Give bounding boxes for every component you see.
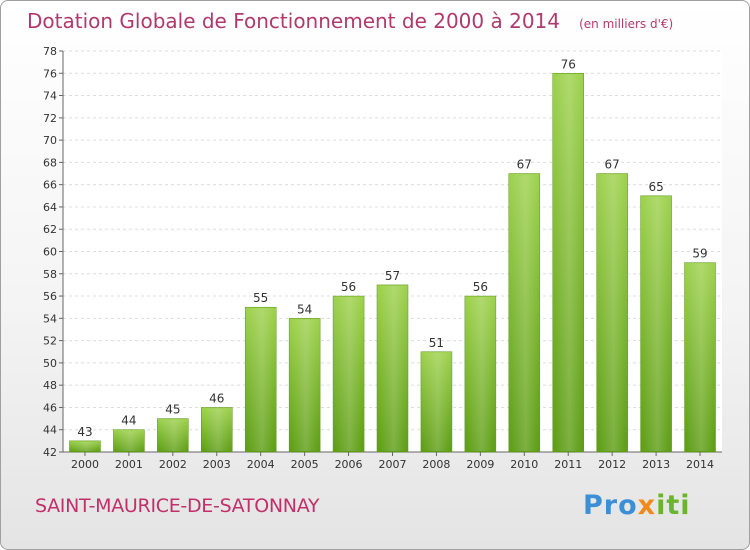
- data-label-2005: 54: [297, 302, 312, 316]
- y-tick-label: 42: [43, 446, 57, 459]
- data-label-2011: 76: [561, 57, 576, 71]
- chart-subtitle: (en milliers d'€): [579, 17, 674, 31]
- bar-highlight: [510, 174, 538, 451]
- x-tick-label-2008: 2008: [422, 458, 450, 471]
- x-tick-label-2009: 2009: [466, 458, 494, 471]
- data-label-2009: 56: [473, 280, 488, 294]
- logo-part-3: iti: [656, 490, 691, 521]
- y-tick-label: 76: [43, 67, 57, 80]
- chart-title: Dotation Globale de Fonctionnement de 20…: [27, 9, 560, 33]
- y-tick-label: 44: [43, 424, 57, 437]
- data-label-2004: 55: [253, 291, 268, 305]
- bar-highlight: [598, 174, 626, 451]
- y-tick-label: 72: [43, 112, 57, 125]
- data-label-2001: 44: [121, 414, 136, 428]
- y-tick-label: 68: [43, 156, 57, 169]
- bar-highlight: [422, 352, 450, 451]
- data-label-2003: 46: [209, 391, 224, 405]
- bar-highlight: [115, 430, 143, 451]
- x-tick-label-2006: 2006: [335, 458, 363, 471]
- data-label-2014: 59: [692, 247, 707, 261]
- data-label-2008: 51: [429, 336, 444, 350]
- x-tick-label-2013: 2013: [642, 458, 670, 471]
- x-tick-label-2002: 2002: [159, 458, 187, 471]
- x-tick-label-2014: 2014: [686, 458, 714, 471]
- bar-highlight: [686, 263, 714, 451]
- y-tick-label: 46: [43, 401, 57, 414]
- y-tick-label: 56: [43, 290, 57, 303]
- bar-highlight: [247, 308, 275, 451]
- data-label-2007: 57: [385, 269, 400, 283]
- y-tick-label: 64: [43, 201, 57, 214]
- logo-part-1: Pro: [583, 490, 638, 521]
- bar-highlight: [335, 297, 363, 451]
- x-tick-label-2000: 2000: [71, 458, 99, 471]
- logo-part-2: x: [637, 490, 657, 521]
- y-tick-label: 50: [43, 357, 57, 370]
- x-tick-label-2003: 2003: [203, 458, 231, 471]
- x-tick-label-2010: 2010: [510, 458, 538, 471]
- y-tick-label: 48: [43, 379, 57, 392]
- x-tick-label-2004: 2004: [247, 458, 275, 471]
- data-label-2012: 67: [605, 158, 620, 172]
- x-tick-label-2011: 2011: [554, 458, 582, 471]
- data-label-2013: 65: [648, 180, 663, 194]
- y-tick-label: 58: [43, 268, 57, 281]
- y-tick-label: 62: [43, 223, 57, 236]
- proxiti-logo: Proxiti: [583, 490, 691, 521]
- y-tick-label: 78: [43, 45, 57, 58]
- x-tick-label-2001: 2001: [115, 458, 143, 471]
- y-tick-label: 70: [43, 134, 57, 147]
- data-label-2002: 45: [165, 403, 180, 417]
- y-tick-label: 60: [43, 246, 57, 259]
- bar-highlight: [291, 319, 319, 451]
- data-label-2010: 67: [517, 158, 532, 172]
- bar-highlight: [642, 196, 670, 451]
- bar-highlight: [159, 419, 187, 451]
- data-label-2000: 43: [77, 425, 92, 439]
- x-tick-label-2012: 2012: [598, 458, 626, 471]
- y-tick-label: 54: [43, 312, 57, 325]
- bar-highlight: [466, 297, 494, 451]
- y-tick-label: 66: [43, 179, 57, 192]
- bar-highlight: [379, 285, 406, 451]
- bar-highlight: [554, 74, 582, 452]
- y-tick-label: 74: [43, 90, 57, 103]
- data-label-2006: 56: [341, 280, 356, 294]
- x-tick-label-2007: 2007: [379, 458, 407, 471]
- bar-highlight: [71, 441, 99, 451]
- y-tick-label: 52: [43, 335, 57, 348]
- x-tick-label-2005: 2005: [291, 458, 319, 471]
- chart-title-block: Dotation Globale de Fonctionnement de 20…: [27, 9, 673, 33]
- bar-highlight: [203, 408, 231, 451]
- commune-name: SAINT-MAURICE-DE-SATONNAY: [35, 495, 320, 517]
